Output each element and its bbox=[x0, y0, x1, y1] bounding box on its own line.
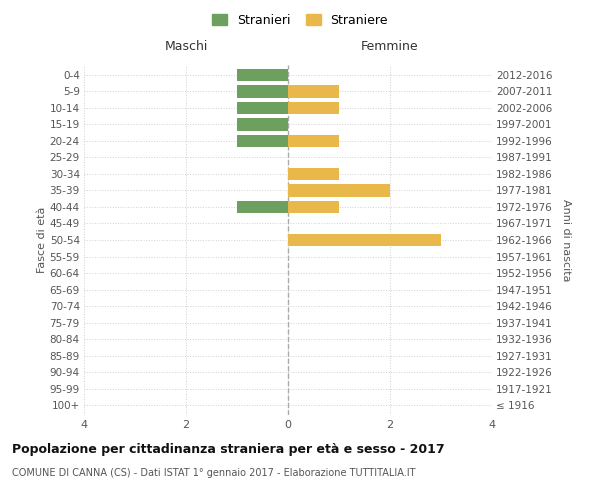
Y-axis label: Anni di nascita: Anni di nascita bbox=[561, 198, 571, 281]
Bar bbox=[288, 201, 339, 213]
Bar bbox=[237, 201, 288, 213]
Bar bbox=[288, 135, 339, 147]
Bar bbox=[237, 102, 288, 114]
Bar bbox=[237, 85, 288, 98]
Bar bbox=[288, 85, 339, 98]
Text: Femmine: Femmine bbox=[361, 40, 419, 54]
Bar bbox=[288, 234, 441, 246]
Bar bbox=[237, 135, 288, 147]
Bar bbox=[288, 168, 339, 180]
Bar bbox=[288, 102, 339, 114]
Y-axis label: Fasce di età: Fasce di età bbox=[37, 207, 47, 273]
Legend: Stranieri, Straniere: Stranieri, Straniere bbox=[207, 8, 393, 32]
Text: COMUNE DI CANNA (CS) - Dati ISTAT 1° gennaio 2017 - Elaborazione TUTTITALIA.IT: COMUNE DI CANNA (CS) - Dati ISTAT 1° gen… bbox=[12, 468, 415, 477]
Bar bbox=[237, 68, 288, 81]
Bar bbox=[288, 184, 390, 196]
Text: Maschi: Maschi bbox=[164, 40, 208, 54]
Bar bbox=[237, 118, 288, 130]
Text: Popolazione per cittadinanza straniera per età e sesso - 2017: Popolazione per cittadinanza straniera p… bbox=[12, 442, 445, 456]
